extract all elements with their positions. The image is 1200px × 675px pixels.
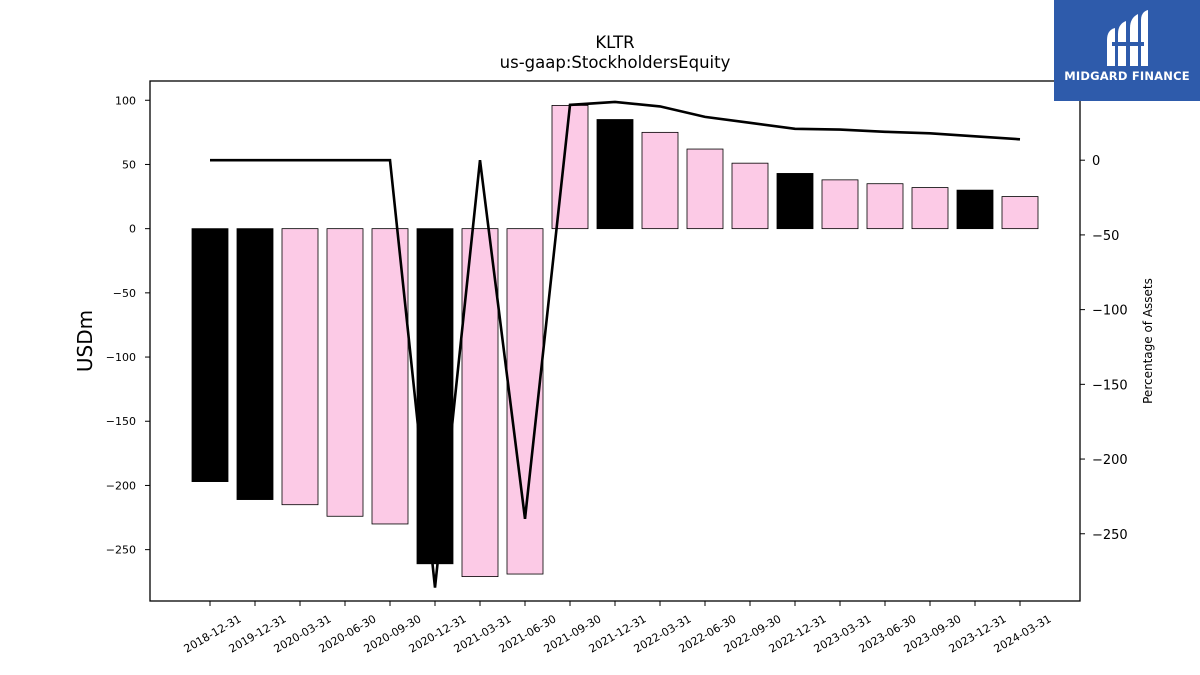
logo-text: MIDGARD FINANCE <box>1064 69 1190 83</box>
bar-2021-12-31 <box>596 119 634 230</box>
bar-2020-03-31 <box>281 228 319 506</box>
bar-2020-12-31 <box>416 228 454 565</box>
left-tick-label: 50 <box>122 158 136 171</box>
y-axis-label: USDm <box>73 310 97 372</box>
bar-2022-12-31 <box>776 173 814 230</box>
right-tick-label: −150 <box>1092 378 1128 393</box>
plot-marks <box>191 100 1039 588</box>
left-tick-label: 0 <box>129 223 136 236</box>
left-tick-label: −250 <box>106 544 136 557</box>
bar-2021-03-31 <box>461 228 499 578</box>
bar-2019-12-31 <box>236 228 274 500</box>
bar-2024-03-31 <box>1001 196 1039 230</box>
y2-axis-label: Percentage of Assets <box>1141 278 1155 404</box>
right-axis: 0 −50 −100 −150 −200 −250 <box>1080 154 1128 543</box>
bar-2023-06-30 <box>866 183 904 230</box>
right-tick-label: −50 <box>1092 229 1119 244</box>
right-tick-label: −200 <box>1092 453 1128 468</box>
midgard-finance-logo: MIDGARD FINANCE <box>1054 0 1200 101</box>
bar-2020-06-30 <box>326 228 364 517</box>
left-tick-label: −50 <box>113 287 136 300</box>
left-tick-label: −100 <box>106 351 136 364</box>
bar-2023-12-31 <box>956 189 994 230</box>
chart-subtitle: us-gaap:StockholdersEquity <box>500 53 731 72</box>
midgard-logo-icon <box>1107 10 1148 66</box>
percentage-of-assets-line <box>210 100 1021 588</box>
bar-2022-03-31 <box>641 131 679 230</box>
chart-title: KLTR <box>595 33 634 52</box>
bar-2018-12-31 <box>191 228 229 482</box>
right-tick-label: 0 <box>1092 154 1100 169</box>
left-axis: 100 50 0 −50 −100 −150 −200 −250 <box>106 94 150 557</box>
x-axis: 2018-12-312019-12-312020-03-312020-06-30… <box>182 601 1054 656</box>
left-tick-label: −150 <box>106 415 136 428</box>
bar-2023-09-30 <box>911 187 949 230</box>
bar-2022-09-30 <box>731 162 769 230</box>
bar-2022-06-30 <box>686 148 724 230</box>
right-tick-label: −250 <box>1092 528 1128 543</box>
left-tick-label: −200 <box>106 479 136 492</box>
bar-2023-03-31 <box>821 179 859 230</box>
left-tick-label: 100 <box>115 94 136 107</box>
right-tick-label: −100 <box>1092 304 1128 319</box>
